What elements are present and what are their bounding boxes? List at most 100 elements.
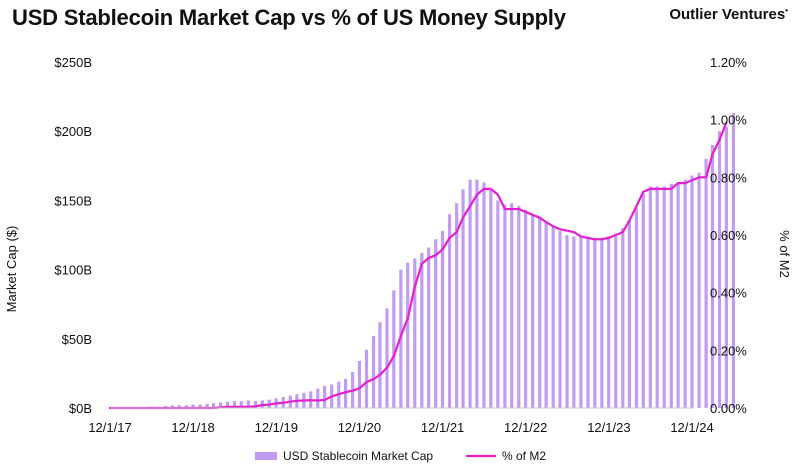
bar	[316, 388, 320, 408]
bar	[357, 360, 362, 408]
bar	[572, 236, 576, 408]
bar	[461, 189, 465, 408]
x-axis: 12/1/17 12/1/18 12/1/19 12/1/20 12/1/21 12/1/…	[88, 420, 713, 435]
bar	[648, 186, 652, 408]
bar	[731, 113, 736, 409]
bar	[621, 228, 625, 408]
bar	[600, 237, 604, 408]
bar	[697, 172, 701, 408]
bar	[385, 308, 389, 408]
bar	[205, 403, 209, 408]
x-tick-label: 12/1/24	[670, 420, 713, 435]
bar	[468, 179, 472, 408]
bar	[531, 214, 535, 408]
y2-tick-label: 0.60%	[710, 228, 747, 243]
bar	[211, 403, 216, 408]
y-axis-label: Market Cap ($)	[4, 226, 19, 313]
y-tick-label: $200B	[54, 124, 92, 139]
y-tick-label: $0B	[69, 401, 92, 416]
bar	[232, 401, 237, 408]
legend-label-m2: % of M2	[502, 449, 546, 463]
bar	[669, 183, 673, 408]
x-tick-label: 12/1/18	[171, 420, 214, 435]
bar	[434, 239, 438, 408]
bar	[710, 145, 715, 409]
y-tick-label: $150B	[54, 193, 92, 208]
bar	[413, 258, 417, 408]
y2-tick-label: 0.80%	[710, 170, 747, 185]
bar	[371, 336, 376, 408]
x-tick-label: 12/1/19	[255, 420, 298, 435]
y-tick-label: $250B	[54, 55, 92, 70]
y2-tick-label: 1.00%	[710, 113, 747, 128]
x-tick-label: 12/1/22	[504, 420, 547, 435]
bar	[551, 226, 555, 408]
bar	[579, 236, 583, 408]
bar	[482, 182, 486, 408]
bar	[219, 402, 223, 408]
bar	[225, 401, 230, 408]
x-tick-label: 12/1/20	[338, 420, 381, 435]
bar	[253, 401, 258, 408]
bar	[641, 193, 645, 408]
bar	[177, 405, 181, 408]
bar	[239, 401, 243, 408]
bar	[517, 205, 521, 408]
bar	[586, 237, 590, 408]
bar	[475, 179, 479, 408]
y-axis-right: 0.00% 0.20% 0.40% 0.60% 0.80% 1.00% 1.20%	[710, 55, 747, 416]
bar	[392, 290, 396, 408]
bar	[378, 322, 382, 408]
bar	[634, 207, 639, 408]
bar	[724, 127, 728, 409]
brand-name: Outlier Ventures	[669, 6, 786, 23]
y2-axis-label: % of M2	[777, 230, 792, 278]
bar	[655, 186, 659, 408]
bar	[440, 230, 445, 408]
y2-tick-label: 0.00%	[710, 401, 747, 416]
bar	[593, 237, 597, 408]
bar	[558, 230, 562, 408]
bar	[662, 186, 666, 408]
bar	[690, 175, 694, 408]
bar	[704, 158, 708, 408]
y-axis-left: $0B $50B $100B $150B $200B $250B	[54, 55, 92, 416]
bar	[607, 236, 611, 408]
x-tick-label: 12/1/17	[88, 420, 131, 435]
bar	[198, 404, 202, 408]
bar	[510, 203, 514, 408]
bar	[170, 405, 174, 408]
bar	[717, 131, 722, 408]
chart-title: USD Stablecoin Market Cap vs % of US Mon…	[12, 5, 566, 30]
legend-label-market-cap: USD Stablecoin Market Cap	[283, 449, 433, 463]
brand-logo: Outlier Ventures•	[669, 6, 788, 23]
bar	[343, 378, 348, 408]
bar	[538, 217, 542, 408]
y2-tick-label: 0.20%	[710, 343, 747, 358]
bar	[184, 405, 188, 408]
bar	[565, 235, 569, 408]
y-tick-label: $100B	[54, 263, 92, 278]
bar	[323, 385, 327, 408]
bar	[427, 247, 431, 408]
bar	[364, 349, 369, 408]
bar	[496, 200, 500, 408]
bar	[544, 222, 548, 408]
bar	[524, 210, 528, 408]
bar	[447, 214, 452, 408]
x-tick-label: 12/1/23	[587, 420, 630, 435]
brand-mark: •	[785, 6, 788, 15]
bar	[614, 233, 618, 408]
bar	[420, 252, 424, 408]
x-tick-label: 12/1/21	[421, 420, 464, 435]
legend-swatch-market-cap	[255, 452, 277, 460]
bar	[455, 203, 459, 408]
bar	[489, 189, 493, 408]
y-tick-label: $50B	[62, 332, 92, 347]
bar	[503, 204, 507, 408]
bar	[406, 262, 410, 408]
bar	[627, 221, 632, 408]
m2-percentage-line	[108, 121, 728, 410]
bar	[191, 404, 195, 408]
